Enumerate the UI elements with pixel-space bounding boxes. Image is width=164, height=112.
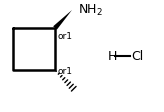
Text: NH$_2$: NH$_2$ [78,3,103,18]
Polygon shape [53,10,72,30]
Text: Cl: Cl [131,50,143,62]
Text: or1: or1 [57,32,72,41]
Text: or1: or1 [57,67,72,76]
Text: H: H [108,50,117,62]
